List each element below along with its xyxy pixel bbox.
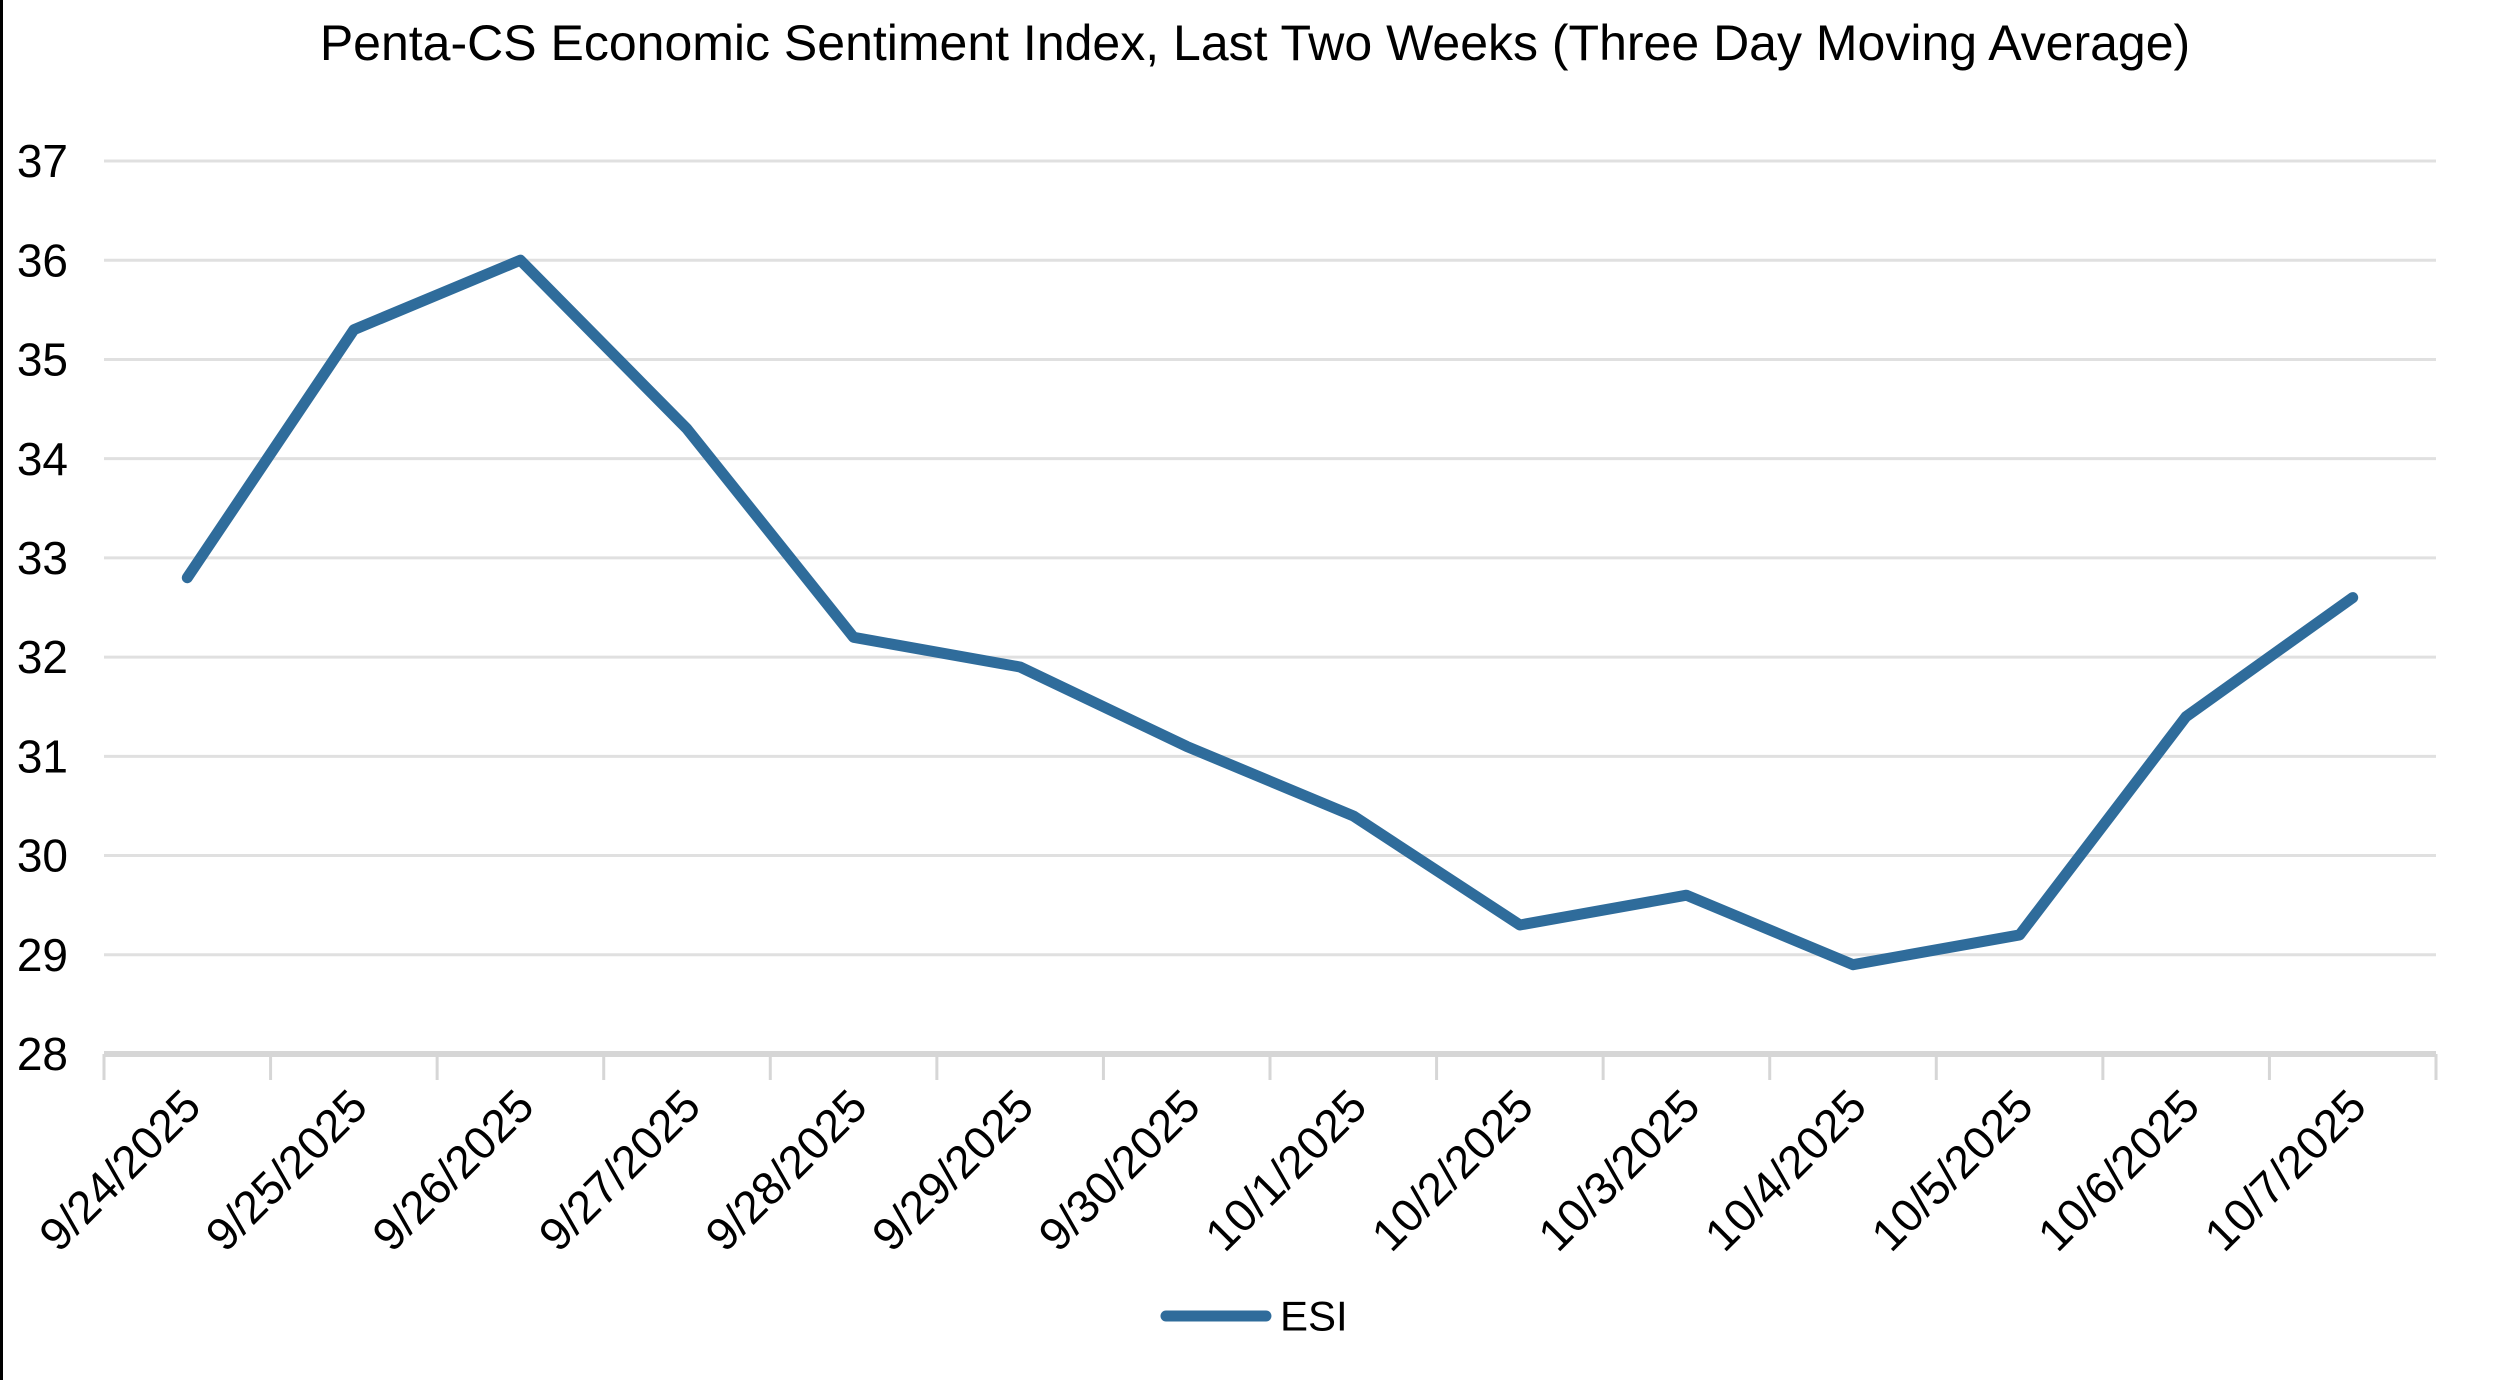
x-tick-label: 9/29/2025 bbox=[862, 1079, 1043, 1260]
y-tick-label: 31 bbox=[17, 730, 68, 782]
y-axis-labels: 28 29 30 31 32 33 34 35 36 37 bbox=[17, 135, 68, 1080]
x-tick-label: 10/5/2025 bbox=[1861, 1079, 2042, 1260]
x-axis bbox=[102, 1051, 2438, 1080]
y-tick-label: 34 bbox=[17, 433, 68, 485]
y-tick-label: 33 bbox=[17, 532, 68, 584]
esi-series-line bbox=[181, 254, 2359, 971]
x-tick-label: 9/25/2025 bbox=[195, 1079, 376, 1260]
y-tick-label: 30 bbox=[17, 830, 68, 882]
x-tick-label: 9/27/2025 bbox=[529, 1079, 710, 1260]
x-tick-label: 10/4/2025 bbox=[1695, 1079, 1876, 1260]
legend-series-label: ESI bbox=[1280, 1293, 1348, 1340]
x-tick-label: 9/28/2025 bbox=[695, 1079, 876, 1260]
x-axis-labels: 9/24/20259/25/20259/26/20259/27/20259/28… bbox=[29, 1079, 2376, 1260]
x-tick-label: 10/3/2025 bbox=[1528, 1079, 1709, 1260]
chart-title: Penta-CS Economic Sentiment Index, Last … bbox=[320, 15, 2190, 71]
y-tick-label: 36 bbox=[17, 234, 68, 286]
y-tick-label: 29 bbox=[17, 929, 68, 981]
legend: ESI bbox=[1160, 1293, 1348, 1340]
x-tick-label: 10/7/2025 bbox=[2194, 1079, 2375, 1260]
x-tick-label: 10/6/2025 bbox=[2028, 1079, 2209, 1260]
y-tick-label: 35 bbox=[17, 334, 68, 386]
y-tick-label: 28 bbox=[17, 1028, 68, 1080]
window-left-border bbox=[0, 0, 3, 1380]
x-tick-label: 9/26/2025 bbox=[362, 1079, 543, 1260]
y-tick-label: 32 bbox=[17, 631, 68, 683]
x-tick-label: 10/2/2025 bbox=[1361, 1079, 1542, 1260]
x-tick-label: 9/24/2025 bbox=[29, 1079, 210, 1260]
x-tick-label: 9/30/2025 bbox=[1028, 1079, 1209, 1260]
gridlines bbox=[104, 159, 2436, 957]
y-tick-label: 37 bbox=[17, 135, 68, 187]
x-tick-label: 10/1/2025 bbox=[1195, 1079, 1376, 1260]
